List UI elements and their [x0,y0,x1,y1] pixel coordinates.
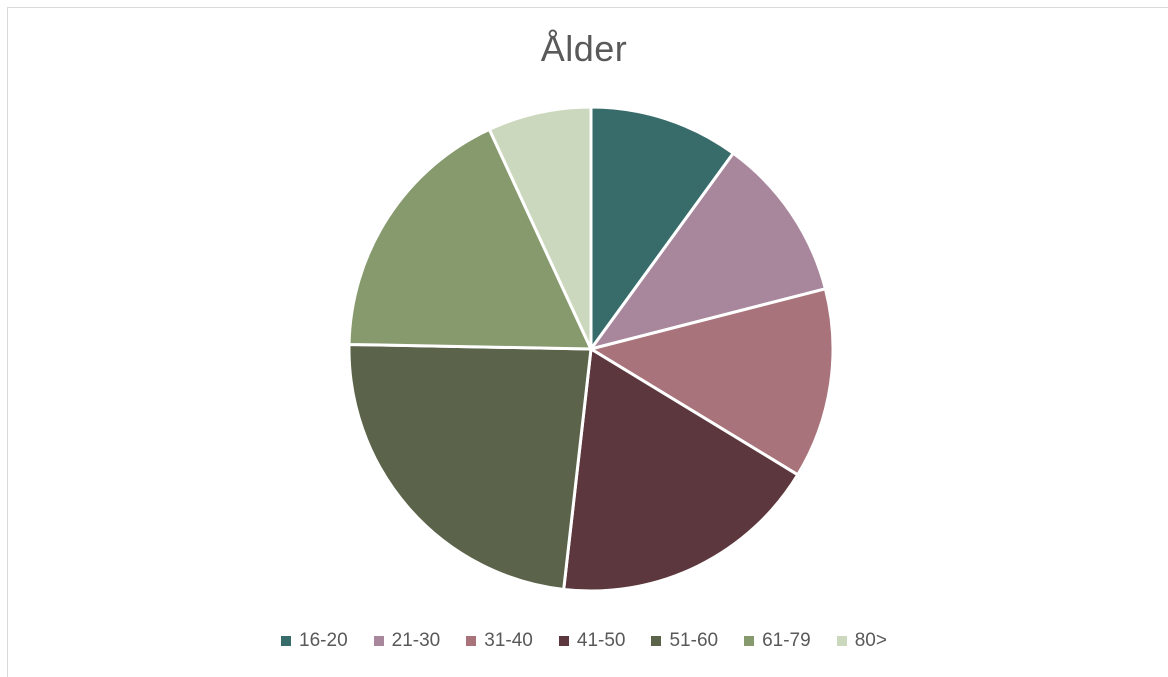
legend-label: 61-79 [762,630,811,651]
pie-slice-21-30 [589,151,827,351]
legend-swatch [466,636,477,646]
chart-title: Ålder [540,28,628,69]
chart-legend: 16-20 21-30 31-40 41-50 51-60 61-79 80> [0,630,1168,652]
pie-slice-41-50 [562,347,800,593]
legend-item: 21-30 [373,630,441,652]
pie-slice-61-79 [347,127,593,351]
legend-item: 80> [836,630,887,652]
pie-slice-51-60 [347,342,593,591]
legend-label: 41-50 [576,630,626,651]
legend-label: 21-30 [391,630,441,651]
legend-item: 16-20 [281,630,348,652]
legend-item: 31-40 [466,630,533,652]
legend-label: 80> [854,630,887,651]
pie-slice-16-20 [589,105,735,351]
legend-swatch [558,636,569,646]
legend-swatch [373,636,384,646]
legend-label: 16-20 [299,630,348,651]
pie-slice-80 [487,105,593,351]
legend-swatch [651,636,662,646]
legend-swatch [281,636,292,646]
legend-item: 41-50 [558,630,626,652]
legend-item: 51-60 [651,630,718,652]
legend-item: 61-79 [744,630,811,652]
legend-swatch [836,636,847,646]
legend-label: 51-60 [669,630,719,651]
legend-swatch [744,636,755,646]
legend-label: 31-40 [484,630,533,651]
pie-slice-31-40 [589,287,835,477]
